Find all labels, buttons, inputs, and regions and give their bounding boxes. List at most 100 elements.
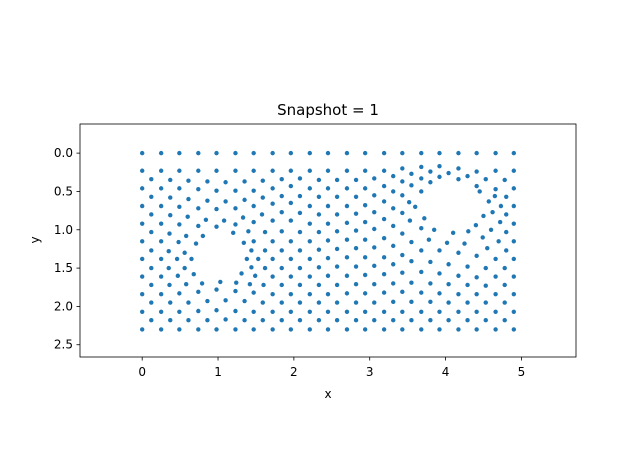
data-point xyxy=(270,218,275,223)
data-point xyxy=(344,291,350,296)
data-point xyxy=(419,226,424,231)
data-point xyxy=(511,309,517,314)
data-point xyxy=(334,212,340,217)
x-tick-label: 1 xyxy=(214,365,222,379)
data-point xyxy=(325,168,331,173)
data-point xyxy=(362,255,368,260)
data-point xyxy=(391,173,396,179)
data-point xyxy=(481,213,486,219)
data-point xyxy=(307,291,312,297)
data-point xyxy=(400,289,405,295)
data-point xyxy=(279,229,284,234)
data-point xyxy=(391,281,396,286)
data-point xyxy=(465,173,470,179)
data-point xyxy=(307,309,312,314)
data-point xyxy=(233,327,238,332)
data-point xyxy=(391,243,396,249)
data-point xyxy=(456,309,461,314)
data-point xyxy=(158,221,164,226)
data-point xyxy=(239,271,244,276)
data-point xyxy=(362,168,368,173)
data-point xyxy=(353,211,359,216)
data-point xyxy=(316,282,322,288)
data-point xyxy=(262,265,268,271)
data-point xyxy=(205,179,210,184)
x-tick-label: 0 xyxy=(138,365,146,379)
data-point xyxy=(325,150,331,156)
data-point xyxy=(400,210,405,216)
data-point xyxy=(149,176,154,182)
data-point xyxy=(474,150,479,156)
data-point xyxy=(381,255,387,260)
data-point xyxy=(261,282,266,288)
data-point xyxy=(353,245,359,251)
data-point xyxy=(288,239,294,244)
data-point xyxy=(400,179,405,184)
data-point xyxy=(391,318,396,323)
data-point xyxy=(409,280,414,285)
data-point xyxy=(493,291,498,297)
data-point xyxy=(496,239,501,244)
axes-frame xyxy=(79,123,577,358)
data-point xyxy=(307,256,312,262)
data-point xyxy=(353,194,359,200)
data-point xyxy=(270,150,275,156)
data-point xyxy=(511,150,517,156)
data-point xyxy=(409,318,414,323)
data-point xyxy=(196,186,201,192)
data-point xyxy=(362,237,368,242)
data-point xyxy=(490,209,495,215)
data-point xyxy=(270,256,275,262)
data-point xyxy=(177,309,182,314)
data-point xyxy=(409,258,414,264)
data-point xyxy=(334,318,340,323)
data-point xyxy=(456,176,461,182)
data-point xyxy=(297,318,303,323)
data-point xyxy=(177,168,182,173)
data-point xyxy=(251,188,256,193)
data-point xyxy=(497,219,503,225)
data-point xyxy=(474,275,479,280)
data-point xyxy=(196,223,201,229)
data-point xyxy=(316,212,322,217)
data-point xyxy=(344,203,350,209)
data-point xyxy=(474,291,479,297)
data-point xyxy=(483,176,488,182)
data-point xyxy=(316,247,322,252)
data-point xyxy=(186,178,191,183)
data-point xyxy=(177,186,182,191)
x-tick-label: 2 xyxy=(290,365,298,379)
data-point xyxy=(174,256,180,262)
data-point xyxy=(218,279,223,285)
data-point xyxy=(325,221,331,226)
data-point xyxy=(307,274,312,279)
data-point xyxy=(344,309,350,314)
data-point xyxy=(316,177,322,183)
data-point xyxy=(158,291,164,297)
data-point xyxy=(177,291,182,296)
data-point xyxy=(270,274,275,279)
data-point xyxy=(362,219,368,225)
data-point xyxy=(251,327,256,332)
data-point xyxy=(344,220,350,226)
data-point xyxy=(176,239,181,245)
data-point xyxy=(139,291,145,297)
data-point xyxy=(409,299,414,305)
data-point xyxy=(251,239,256,244)
data-point xyxy=(456,150,461,156)
y-tick-label: 1.0 xyxy=(54,223,73,237)
data-point xyxy=(297,265,303,271)
data-point xyxy=(242,298,247,304)
data-point xyxy=(279,265,284,271)
data-point xyxy=(437,309,442,314)
data-point xyxy=(325,238,331,243)
data-point xyxy=(244,256,250,262)
data-point xyxy=(391,206,396,211)
data-point xyxy=(480,235,485,240)
data-point xyxy=(474,309,479,314)
data-point xyxy=(391,189,396,194)
data-point xyxy=(493,309,498,314)
data-point xyxy=(199,281,205,286)
data-point xyxy=(334,194,340,200)
data-point xyxy=(353,300,359,305)
